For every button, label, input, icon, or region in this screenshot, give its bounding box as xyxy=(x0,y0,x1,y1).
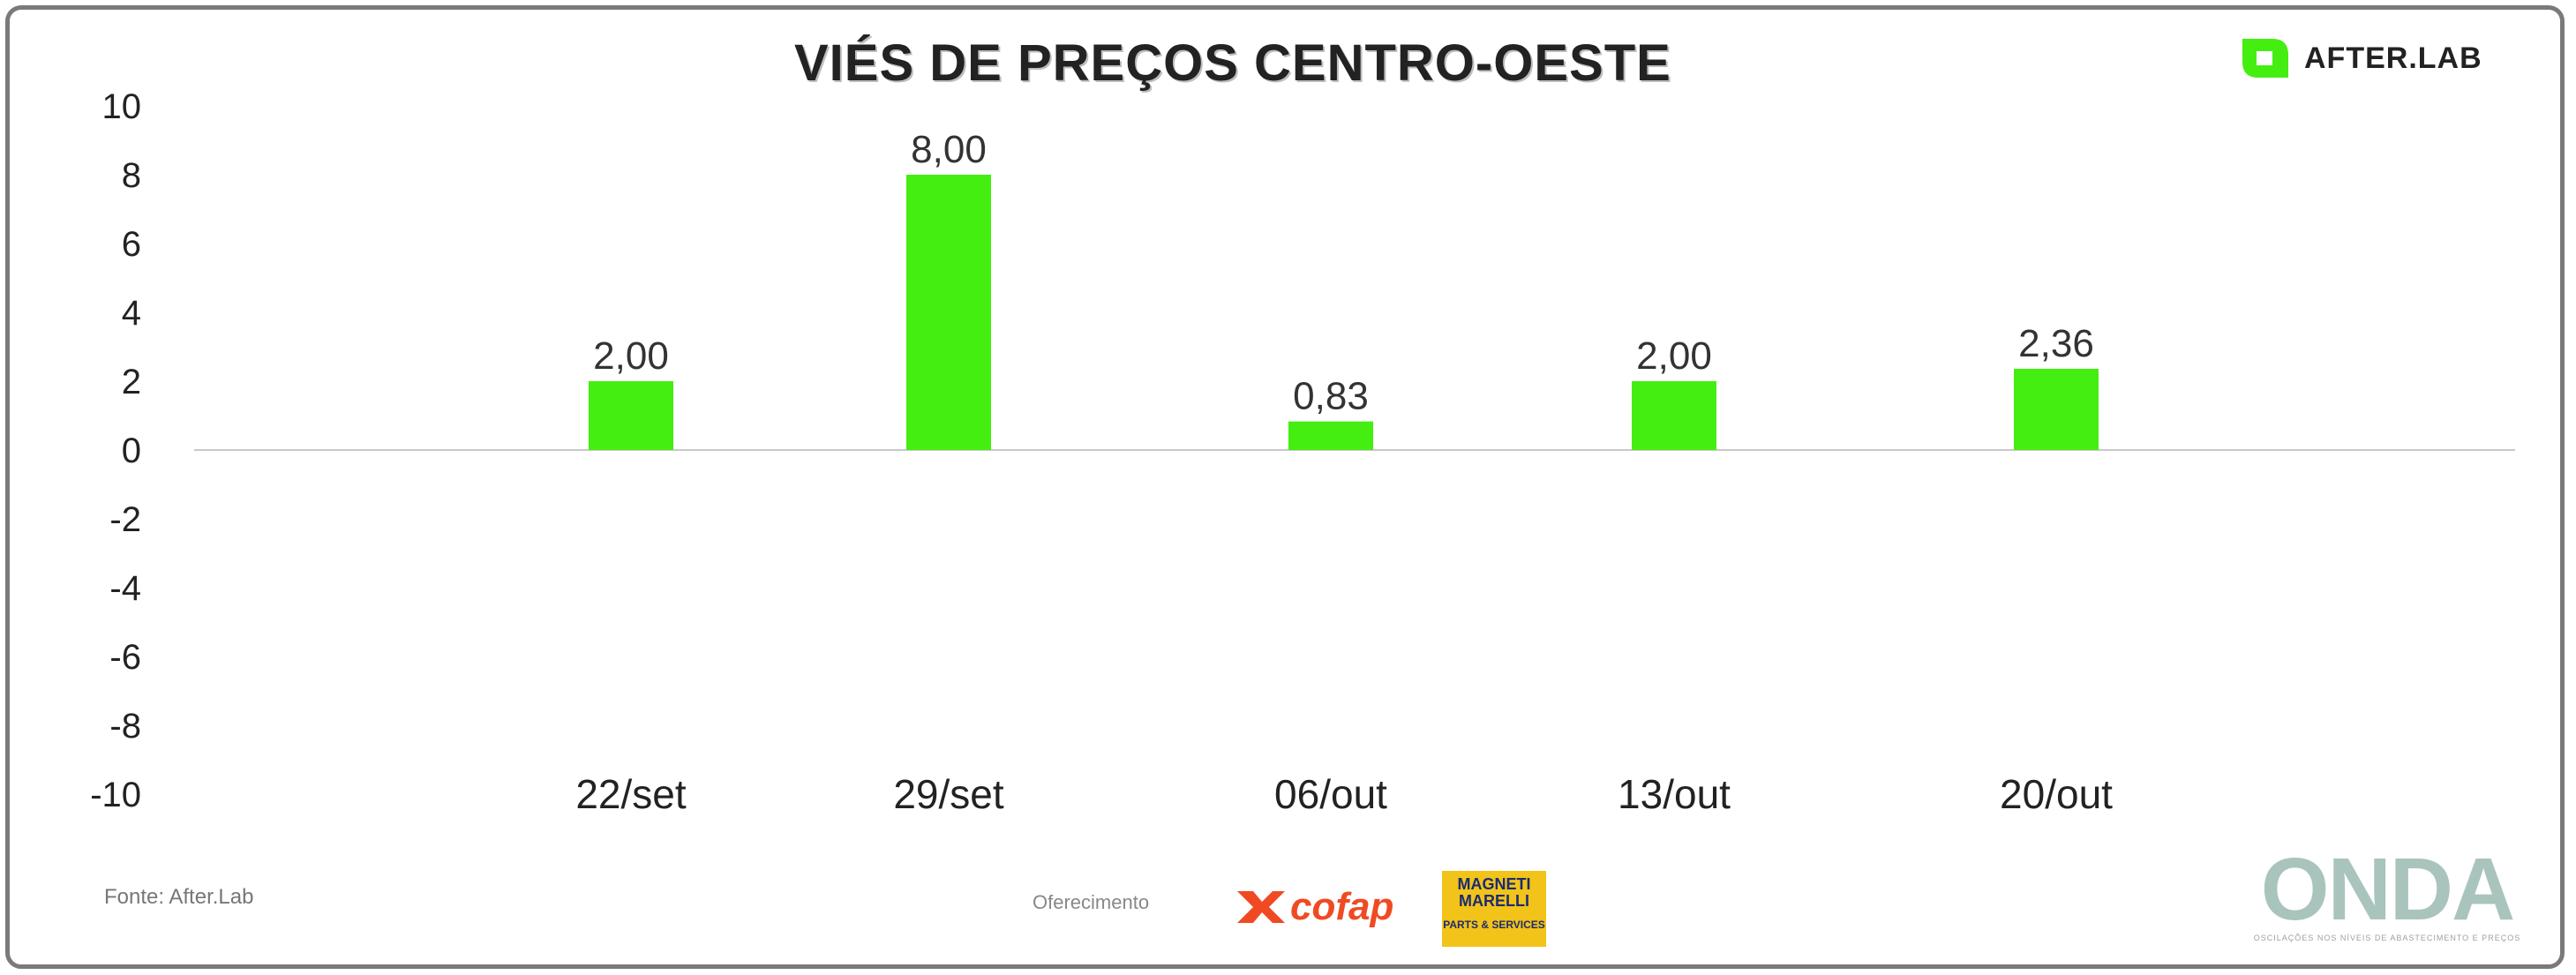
magneti-marelli-sub: PARTS & SERVICES xyxy=(1443,919,1545,931)
cofap-logo: cofap xyxy=(1234,885,1393,929)
data-label: 2,36 xyxy=(2018,322,2094,365)
bar-29-set xyxy=(906,175,991,450)
x-tick-label: 06/out xyxy=(1274,771,1387,817)
chart-title: VIÉS DE PREÇOS CENTRO-OESTE xyxy=(794,34,1671,92)
cofap-mark-icon xyxy=(1237,891,1285,923)
y-tick-label: -4 xyxy=(109,569,141,608)
data-label: 2,00 xyxy=(593,334,669,378)
cofap-name: cofap xyxy=(1290,885,1394,928)
data-labels-group: 2,00 8,00 0,83 2,00 2,36 xyxy=(593,128,2094,418)
y-axis: 10 8 6 4 2 0 -2 -4 -6 -8 -10 xyxy=(90,87,141,814)
magneti-marelli-logo: MAGNETI MARELLI PARTS & SERVICES xyxy=(1442,871,1546,947)
y-tick-label: 0 xyxy=(122,431,141,470)
afterlab-brand: AFTER.LAB xyxy=(2237,32,2482,85)
onda-tagline: OSCILAÇÕES NOS NÍVEIS DE ABASTECIMENTO E… xyxy=(2253,934,2521,942)
bar-22-set xyxy=(589,381,673,450)
data-label: 2,00 xyxy=(1636,334,1712,378)
y-tick-label: -2 xyxy=(109,500,141,539)
bar-06-out xyxy=(1288,421,1373,450)
source-note: Fonte: After.Lab xyxy=(104,885,254,909)
afterlab-brand-name: AFTER.LAB xyxy=(2304,41,2482,75)
y-tick-label: 6 xyxy=(122,225,141,264)
y-tick-label: 8 xyxy=(122,156,141,195)
chart-frame xyxy=(5,5,2565,969)
bars-group xyxy=(589,175,2099,450)
y-tick-label: -10 xyxy=(90,776,141,814)
onda-logo: ONDA OSCILAÇÕES NOS NÍVEIS DE ABASTECIME… xyxy=(2242,845,2533,942)
data-label: 8,00 xyxy=(911,128,987,171)
y-tick-label: 10 xyxy=(102,87,142,126)
afterlab-logo-icon xyxy=(2242,39,2288,78)
y-tick-label: 4 xyxy=(122,294,141,333)
x-tick-label: 20/out xyxy=(2000,771,2113,817)
onda-name: ONDA xyxy=(2260,840,2515,939)
x-tick-label: 22/set xyxy=(575,771,687,817)
x-tick-label: 29/set xyxy=(893,771,1004,817)
bar-20-out xyxy=(2014,368,2099,450)
magneti-marelli-name: MAGNETI MARELLI xyxy=(1457,875,1531,910)
y-tick-label: -6 xyxy=(109,638,141,677)
sponsor-label: Oferecimento xyxy=(1033,891,1150,913)
y-tick-label: 2 xyxy=(122,363,141,401)
x-axis: 22/set 29/set 06/out 13/out 20/out xyxy=(575,771,2113,817)
data-label: 0,83 xyxy=(1293,375,1369,418)
x-tick-label: 13/out xyxy=(1618,771,1731,817)
y-tick-label: -8 xyxy=(109,707,141,746)
bar-13-out xyxy=(1632,381,1716,450)
